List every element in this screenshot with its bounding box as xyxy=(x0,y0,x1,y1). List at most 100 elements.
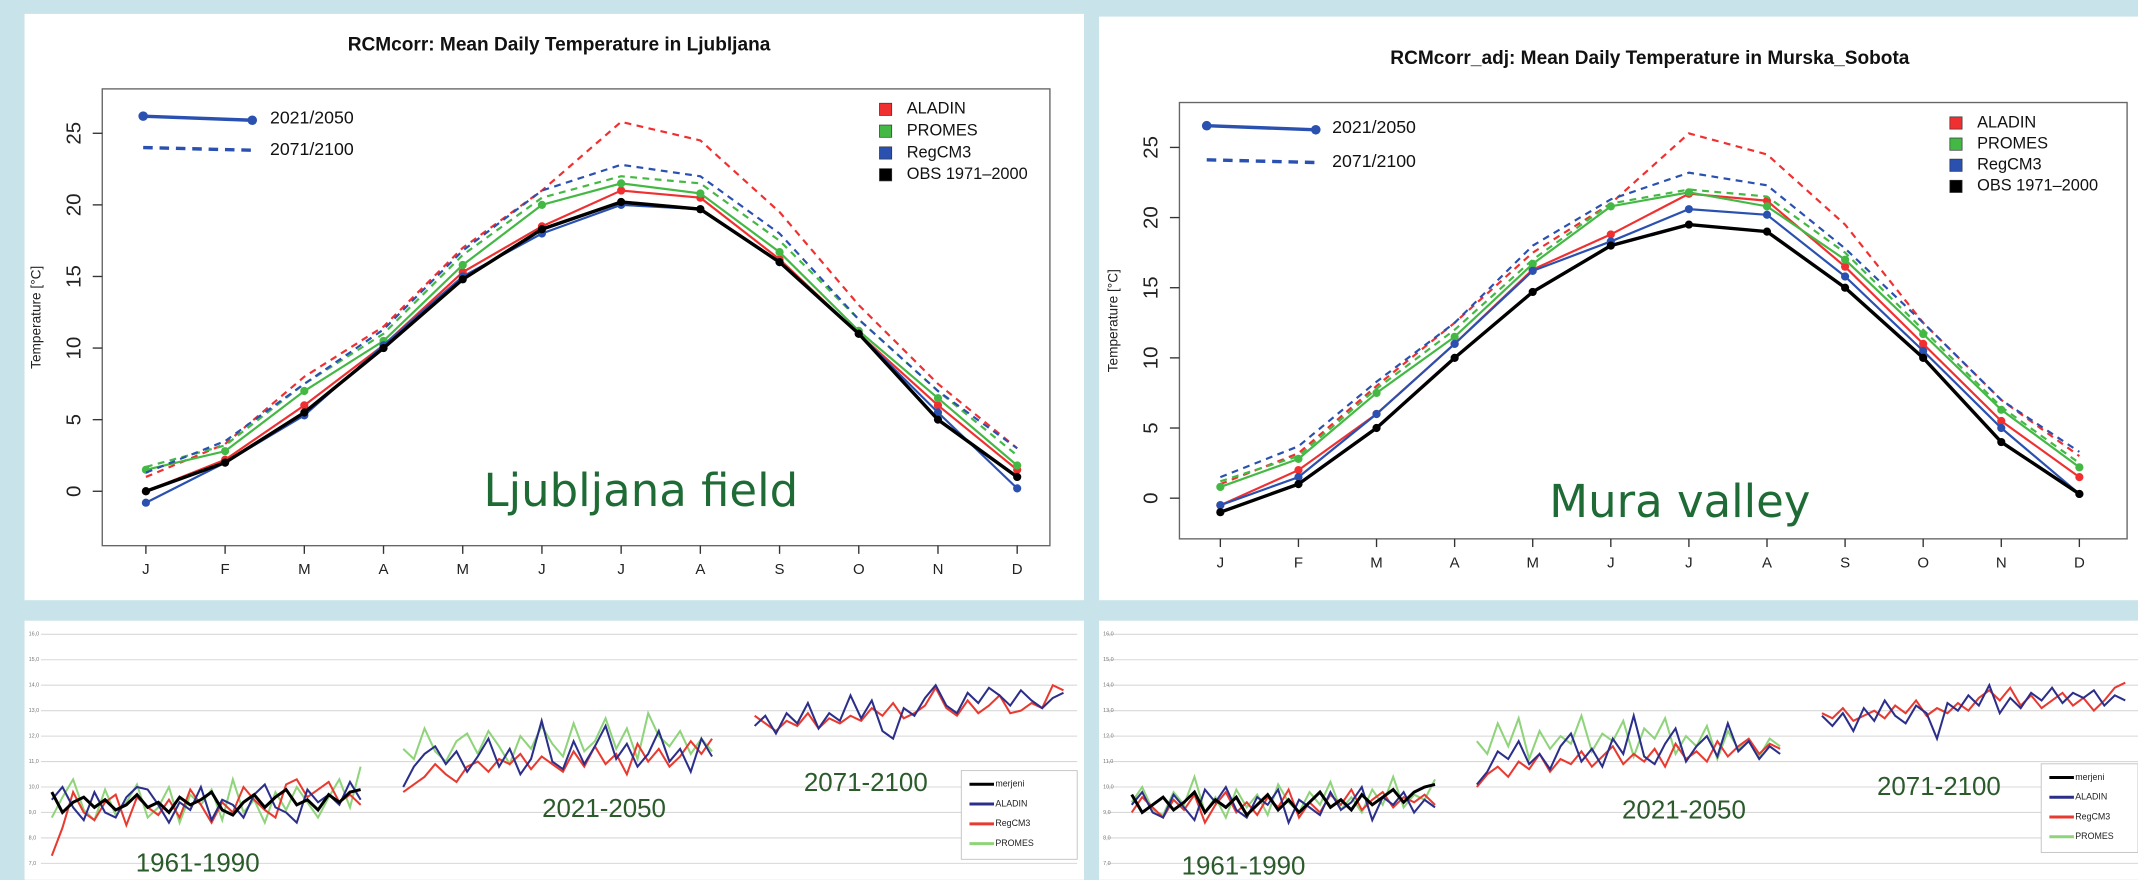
legend-label: PROMES xyxy=(2075,831,2113,841)
series-line xyxy=(753,683,1064,741)
x-tick-label: F xyxy=(1294,554,1303,571)
point xyxy=(775,258,784,267)
point xyxy=(1372,423,1381,433)
x-tick-label: O xyxy=(1917,554,1929,571)
x-tick-label: F xyxy=(221,561,230,578)
point xyxy=(379,343,388,353)
y-tick-label: 10 xyxy=(1140,347,1163,370)
point xyxy=(1450,353,1459,362)
period-dot xyxy=(1311,125,1321,135)
period-label: 2071/2100 xyxy=(270,139,354,159)
legend-label: merjeni xyxy=(2075,772,2104,782)
point xyxy=(1216,482,1225,492)
period-label: 1961-1990 xyxy=(1182,852,1306,880)
period-swatch xyxy=(1206,124,1316,132)
legend-label: RegCM3 xyxy=(907,143,972,161)
y-tick-label: 11,0 xyxy=(1103,759,1113,765)
point xyxy=(221,458,230,467)
point xyxy=(1841,283,1850,292)
y-tick-label: 20 xyxy=(1140,206,1163,229)
point xyxy=(458,275,467,284)
point xyxy=(1216,508,1225,517)
x-tick-label: A xyxy=(379,561,389,578)
period-label: 1961-1990 xyxy=(136,850,260,878)
legend-label: RegCM3 xyxy=(995,818,1030,828)
y-tick-label: 15 xyxy=(1140,276,1163,299)
legend-swatch xyxy=(879,146,893,160)
point xyxy=(617,186,626,195)
legend-label: ALADIN xyxy=(907,100,966,118)
point xyxy=(300,386,309,396)
period-label: 2021/2050 xyxy=(1332,117,1416,137)
point xyxy=(696,189,705,198)
point xyxy=(1919,339,1928,348)
chart-title: RCMcorr: Mean Daily Temperature in Ljubl… xyxy=(348,34,771,55)
y-tick-label: 16,0 xyxy=(1103,632,1114,638)
point xyxy=(458,260,467,270)
y-tick-label: 14,0 xyxy=(1103,683,1114,689)
period-label: 2071-2100 xyxy=(1877,773,2001,801)
series-line xyxy=(1821,681,2126,723)
x-tick-label: D xyxy=(1012,561,1023,578)
point xyxy=(1606,230,1615,239)
y-tick-label: 25 xyxy=(62,122,85,145)
x-tick-label: J xyxy=(1685,554,1693,571)
point xyxy=(1013,484,1022,493)
point xyxy=(1684,205,1693,214)
period-label: 2021-2050 xyxy=(542,795,666,823)
point xyxy=(1762,210,1772,219)
period-dot xyxy=(138,111,148,121)
point xyxy=(1684,220,1693,229)
point xyxy=(1294,473,1303,482)
legend-label: PROMES xyxy=(995,838,1033,848)
y-tick-label: 14,0 xyxy=(29,683,40,689)
series-line xyxy=(51,779,362,825)
point xyxy=(617,179,626,188)
legend-label: PROMES xyxy=(1977,134,2048,152)
x-tick-label: A xyxy=(1762,554,1772,571)
panel xyxy=(1098,16,2138,601)
series-line xyxy=(1476,737,1781,788)
y-tick-label: 13,0 xyxy=(29,708,40,714)
point xyxy=(1372,409,1381,419)
point xyxy=(933,401,943,410)
point xyxy=(1841,255,1850,264)
projection-line xyxy=(1219,191,2081,488)
legend-label: ALADIN xyxy=(1977,113,2036,131)
x-tick-label: N xyxy=(933,561,944,578)
y-tick-label: 7,0 xyxy=(29,861,37,867)
point xyxy=(1294,466,1303,475)
period-swatch xyxy=(143,145,253,152)
legend-swatch xyxy=(1949,158,1963,172)
series-line xyxy=(402,716,713,788)
y-tick-label: 15,0 xyxy=(1103,657,1114,663)
x-tick-label: S xyxy=(775,561,785,578)
point xyxy=(537,200,547,209)
x-tick-label: J xyxy=(142,561,150,578)
x-tick-label: M xyxy=(1526,554,1538,571)
legend-swatch xyxy=(1949,137,1963,151)
point xyxy=(1762,202,1772,211)
plot-frame xyxy=(101,88,1051,547)
point xyxy=(933,415,943,424)
period-label: 2071-2100 xyxy=(804,769,928,797)
legend-swatch xyxy=(1949,179,1963,193)
y-tick-label: 10 xyxy=(62,337,85,360)
y-tick-label: 20 xyxy=(62,194,85,217)
point xyxy=(2075,489,2084,499)
y-tick-label: 8,0 xyxy=(1103,835,1111,841)
projection-line-late xyxy=(145,163,1018,474)
y-tick-label: 10,0 xyxy=(1103,784,1114,790)
point xyxy=(1919,346,1928,355)
y-axis-label: Temperature [°C] xyxy=(1106,269,1121,372)
y-tick-label: 5 xyxy=(1140,422,1163,433)
point xyxy=(1216,501,1225,510)
panel xyxy=(1098,620,2138,880)
point xyxy=(300,408,309,417)
y-tick-label: 11,0 xyxy=(29,759,39,765)
projection-line xyxy=(1219,222,2081,514)
y-tick-label: 7,0 xyxy=(1103,861,1111,867)
series-line xyxy=(1821,682,2126,742)
y-tick-label: 13,0 xyxy=(1103,708,1114,714)
